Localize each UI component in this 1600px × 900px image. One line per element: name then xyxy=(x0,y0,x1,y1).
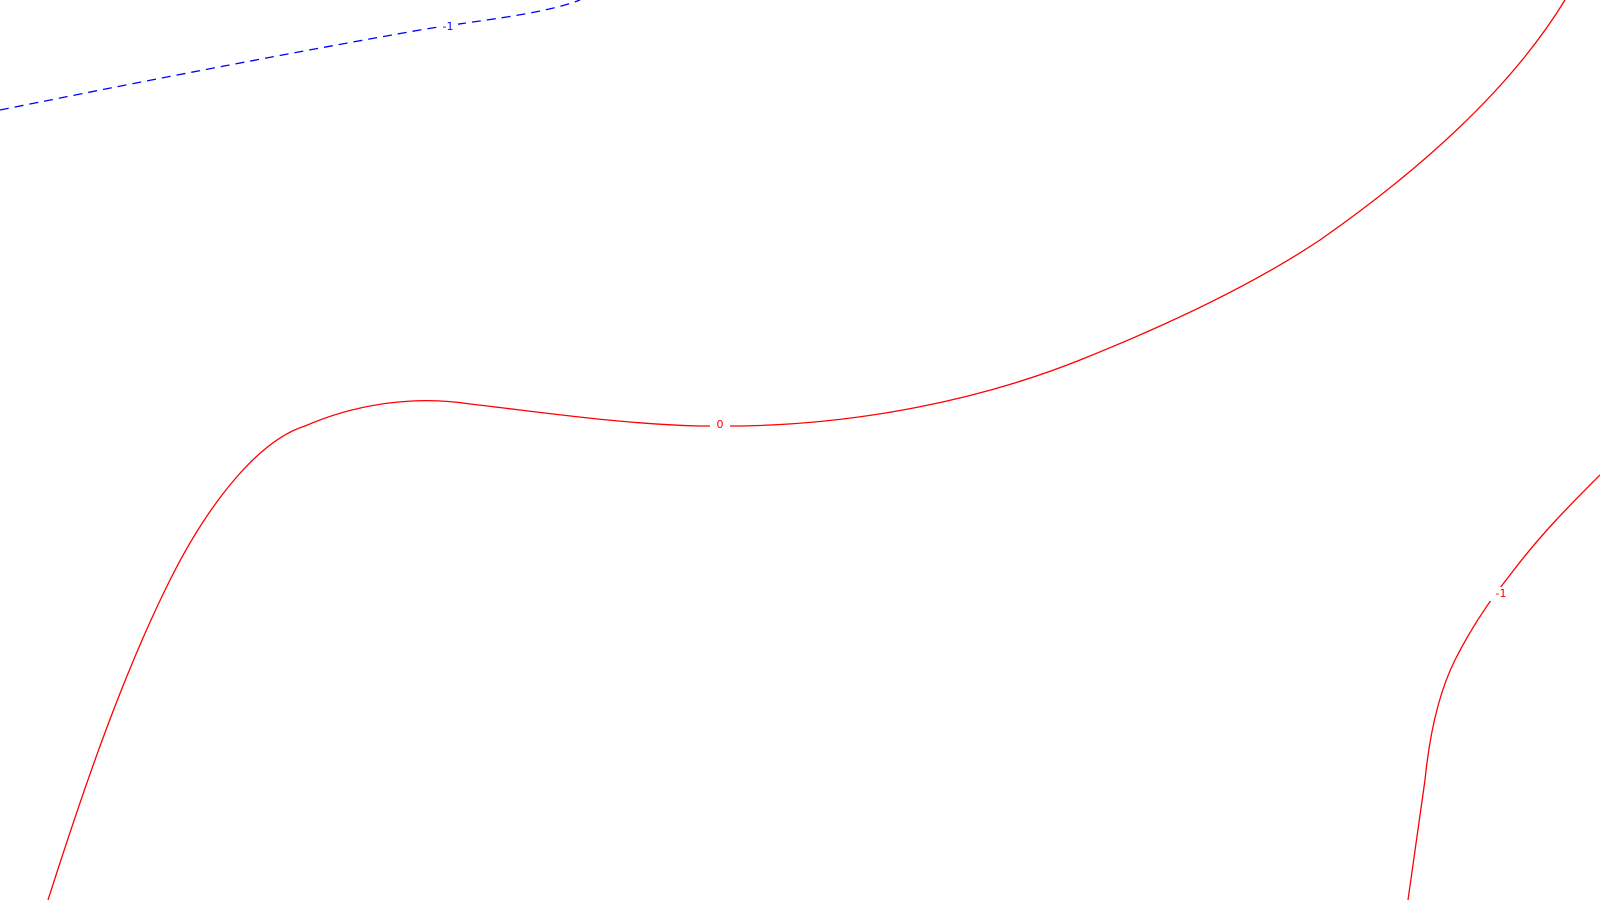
contour-label-bg xyxy=(438,20,458,34)
contour-line-red-neg1: -1 xyxy=(1407,474,1600,900)
contour-label-bg xyxy=(1490,587,1512,601)
contour-line-blue-dashed: -1 xyxy=(0,0,581,111)
contour-line-red-zero: 0 xyxy=(47,0,1566,900)
contour-label-bg xyxy=(710,418,730,432)
contour-label-zero: 0 xyxy=(717,418,724,431)
contour-label-neg1: -1 xyxy=(1496,587,1507,600)
contour-label-blue: -1 xyxy=(443,20,454,33)
